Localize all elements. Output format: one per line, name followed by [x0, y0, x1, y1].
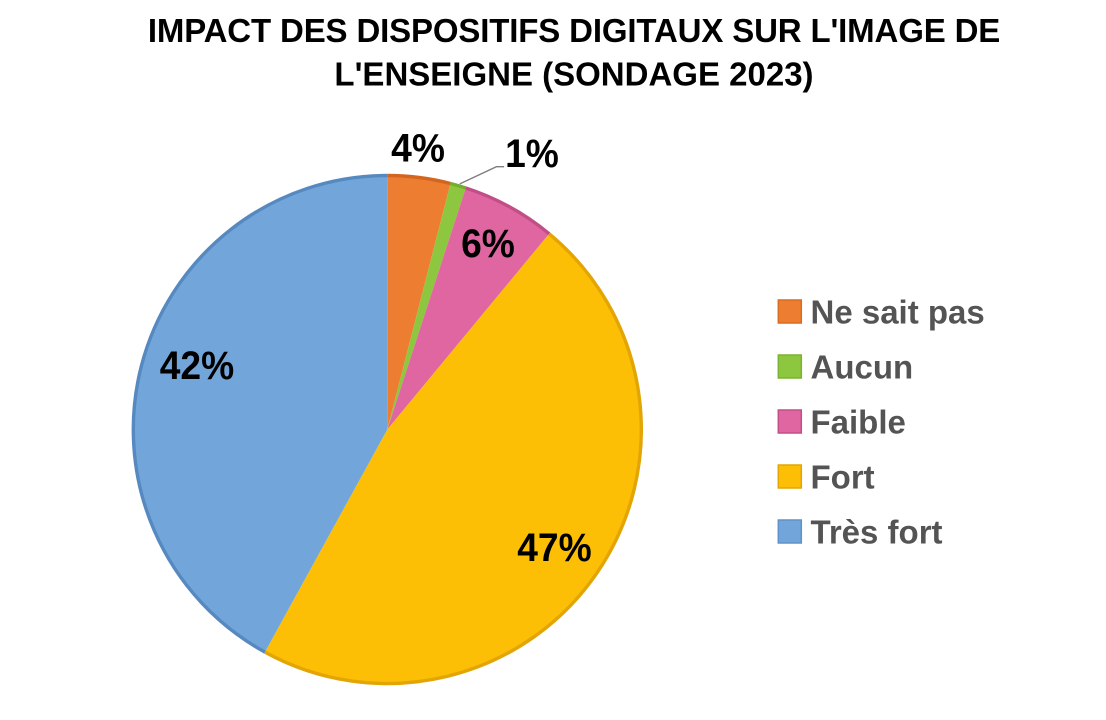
svg-text:Faible: Faible — [811, 404, 906, 441]
svg-text:4%: 4% — [391, 126, 445, 171]
svg-text:1%: 1% — [505, 132, 559, 177]
svg-text:L'ENSEIGNE (SONDAGE 2023): L'ENSEIGNE (SONDAGE 2023) — [334, 56, 813, 93]
svg-text:Aucun: Aucun — [811, 349, 914, 386]
svg-text:Très fort: Très fort — [811, 514, 943, 551]
svg-text:6%: 6% — [461, 222, 515, 267]
svg-text:IMPACT DES DISPOSITIFS DIGITAU: IMPACT DES DISPOSITIFS DIGITAUX SUR L'IM… — [148, 12, 1000, 49]
svg-text:Ne sait pas: Ne sait pas — [811, 294, 985, 331]
svg-text:47%: 47% — [517, 526, 591, 571]
svg-text:Fort: Fort — [811, 459, 875, 496]
svg-text:42%: 42% — [160, 344, 234, 389]
